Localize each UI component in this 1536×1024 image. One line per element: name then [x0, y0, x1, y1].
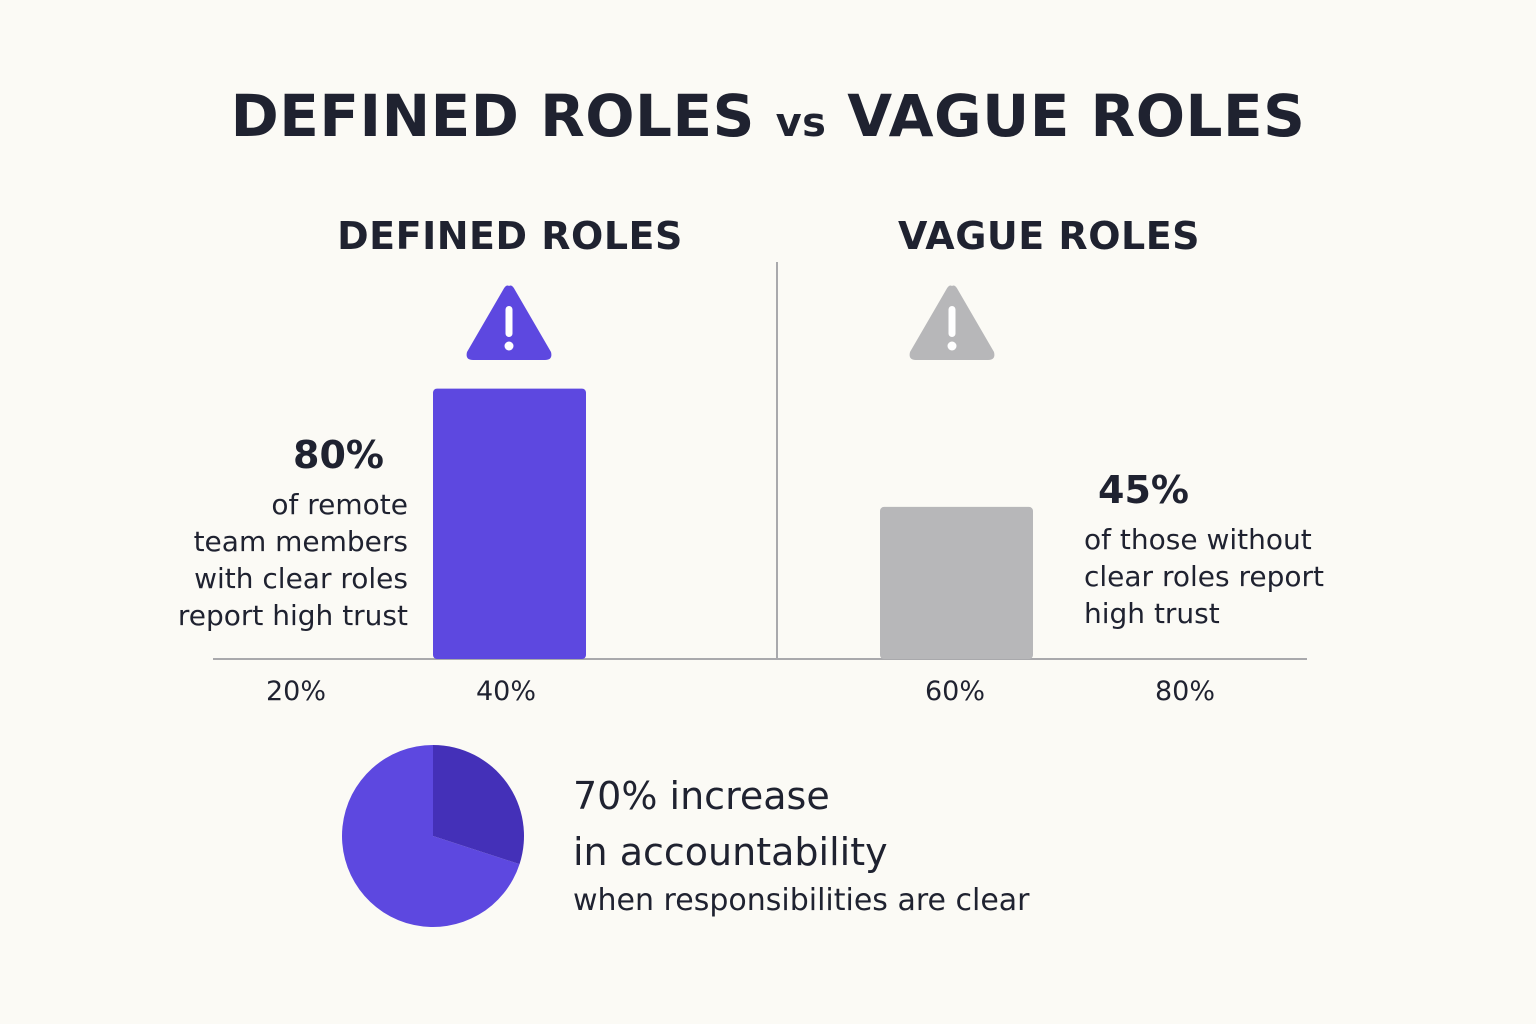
bar-defined-roles: [433, 388, 586, 659]
title-part-vague: VAGUE ROLES: [847, 82, 1306, 150]
panel-heading-defined: DEFINED ROLES: [337, 214, 683, 258]
x-tick-label: 20%: [265, 676, 326, 707]
x-tick-label: 60%: [924, 676, 985, 707]
x-tick-label: 80%: [1154, 676, 1215, 707]
pie-slice-minor: [433, 745, 525, 865]
bar-vague-roles: [880, 506, 1033, 659]
panel-heading-vague: VAGUE ROLES: [897, 214, 1201, 258]
title-part-defined: DEFINED ROLES: [230, 82, 755, 150]
accountability-pie: [342, 745, 525, 928]
warning-icon: [466, 285, 552, 360]
page-title: DEFINED ROLES vs VAGUE ROLES: [0, 82, 1536, 150]
pie-caption: when responsibilities are clear: [573, 883, 1030, 918]
stat-defined: 80%: [293, 433, 384, 477]
title-vs: vs: [775, 100, 827, 146]
warning-icon: [909, 285, 995, 360]
stat-description-vague: of those without clear roles report high…: [1084, 523, 1325, 630]
pie-subheadline: in accountability: [573, 830, 888, 874]
stat-vague: 45%: [1098, 468, 1189, 512]
x-tick-label: 40%: [475, 676, 536, 707]
stat-description-defined: of remote team members with clear roles …: [177, 488, 408, 632]
pie-slice-major: [342, 745, 520, 928]
pie-headline: 70% increase: [573, 774, 830, 818]
